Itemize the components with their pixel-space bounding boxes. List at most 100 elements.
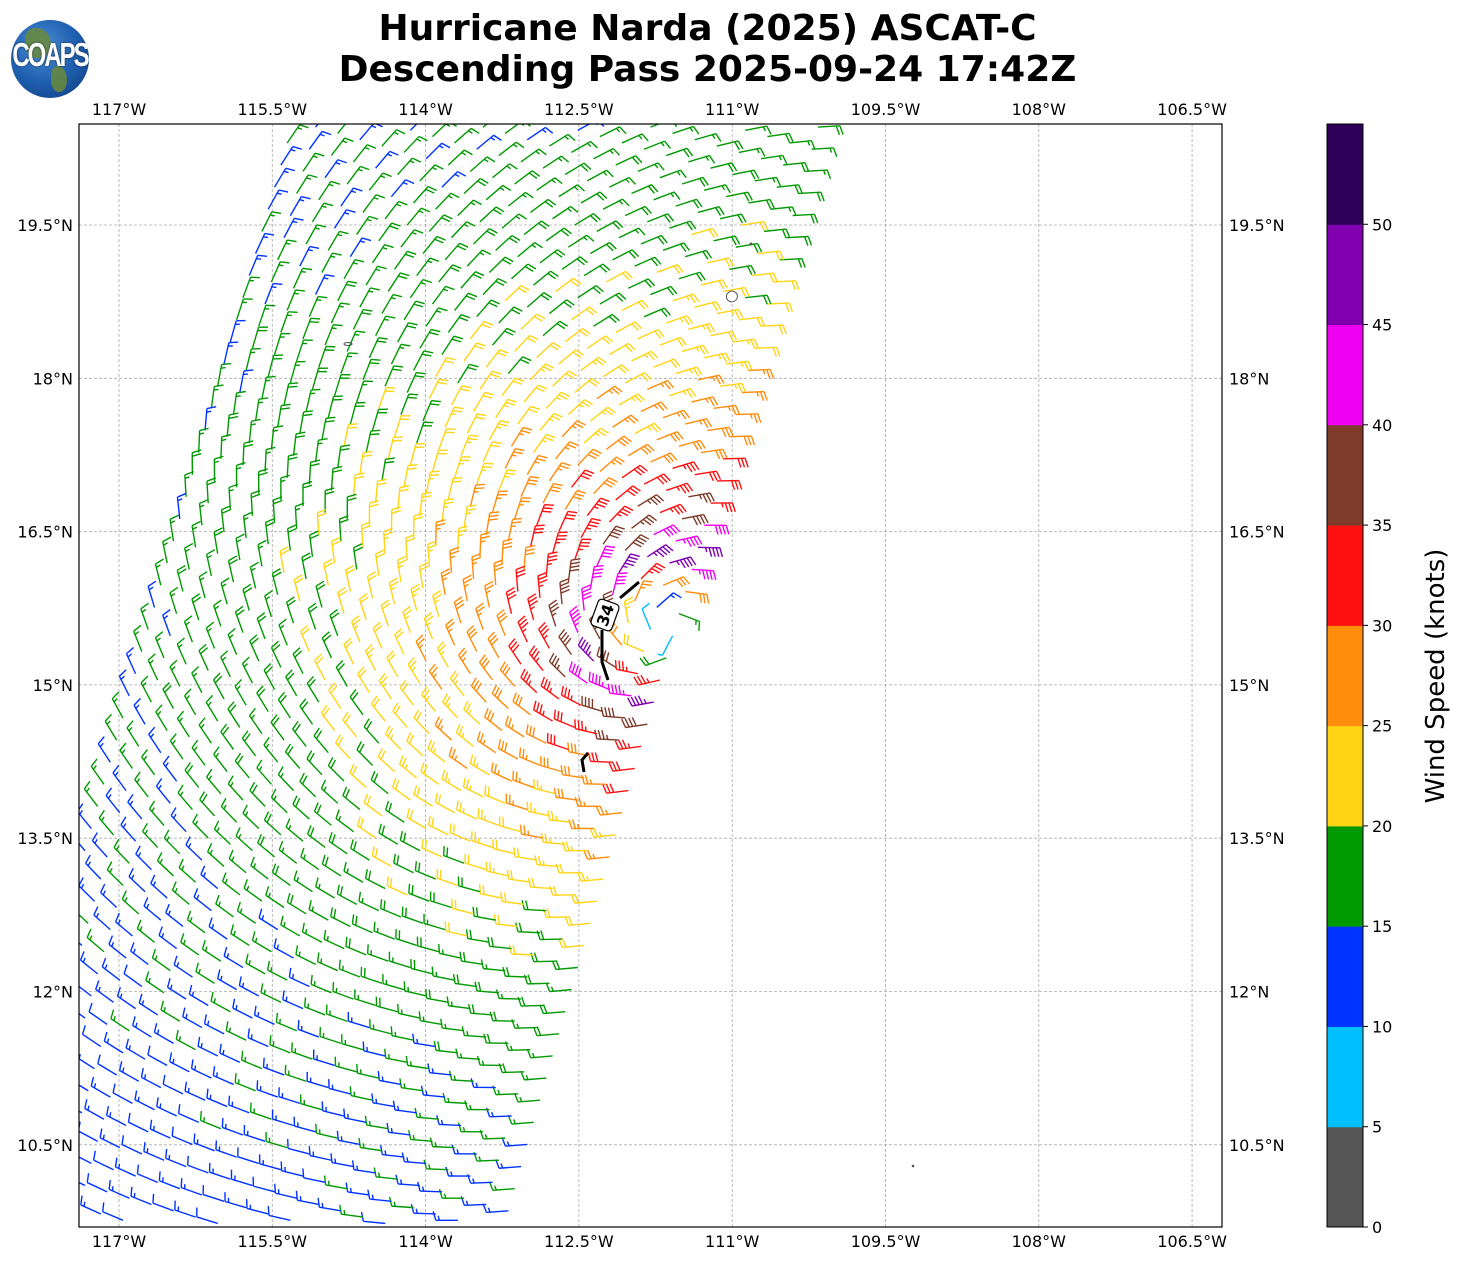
barb-feather (611, 531, 621, 536)
barb-feather (481, 657, 488, 666)
barb-staff (428, 378, 440, 400)
barb-feather (459, 951, 463, 962)
barb-half-feather (207, 1020, 210, 1026)
barb-staff (193, 1142, 215, 1152)
barb-feather (228, 1095, 231, 1106)
barb-staff (148, 808, 165, 826)
barb-staff (381, 129, 398, 147)
barb-feather (489, 634, 497, 643)
barb-staff (489, 945, 512, 950)
barb-feather (382, 172, 392, 178)
wind-barb (264, 517, 275, 545)
barb-feather (214, 675, 223, 684)
barb-feather (620, 437, 629, 445)
barb-feather (331, 536, 341, 542)
barb-feather (727, 163, 734, 173)
wind-barb (360, 1211, 386, 1225)
barb-feather (303, 410, 314, 413)
barb-feather (499, 661, 506, 671)
barb-staff (512, 700, 531, 716)
barb-staff (385, 733, 402, 751)
wind-barb (710, 162, 738, 173)
barb-feather (433, 593, 442, 600)
barb-staff (403, 300, 417, 321)
wind-barb (134, 1090, 155, 1111)
barb-staff (267, 969, 288, 981)
barb-staff (348, 1020, 370, 1029)
barb-feather (328, 832, 333, 842)
barb-half-feather (689, 368, 694, 374)
barb-staff (299, 781, 317, 798)
barb-staff (310, 983, 332, 994)
barb-feather (415, 711, 422, 721)
barb-feather (626, 634, 629, 645)
barb-staff (216, 364, 223, 387)
barb-staff (716, 140, 739, 147)
wind-barb (403, 463, 418, 488)
barb-feather (507, 398, 517, 403)
wind-barb (666, 315, 694, 325)
wind-barb (220, 433, 232, 459)
wind-barb (306, 1071, 329, 1089)
wind-barb (375, 315, 396, 336)
barb-staff (499, 669, 516, 687)
wind-barb (560, 685, 582, 706)
wind-barb (368, 499, 379, 526)
wind-barb (415, 634, 427, 662)
wind-barb (526, 1048, 553, 1059)
barb-feather (437, 718, 443, 728)
barb-feather (683, 149, 690, 158)
barb-staff (432, 595, 440, 618)
barb-staff (299, 411, 305, 434)
barb-staff (523, 384, 539, 403)
barb-half-feather (646, 499, 652, 505)
barb-half-feather (375, 268, 381, 272)
barb-feather (705, 493, 712, 503)
barb-feather (502, 664, 509, 673)
barb-staff (549, 819, 572, 823)
barb-staff (193, 896, 212, 912)
barb-half-feather (647, 426, 652, 431)
wind-barb (149, 1119, 171, 1139)
barb-feather (465, 929, 469, 939)
barb-staff (498, 306, 515, 324)
wind-barb (433, 1041, 458, 1054)
barb-feather (302, 555, 312, 562)
barb-feather (332, 465, 343, 470)
barb-staff (226, 1030, 247, 1041)
barb-staff (391, 1035, 414, 1041)
barb-staff (449, 550, 453, 573)
barb-half-feather (351, 190, 357, 194)
wind-barb (120, 816, 137, 842)
barb-feather (336, 884, 340, 895)
barb-half-feather (496, 426, 502, 429)
barb-half-feather (155, 564, 161, 569)
barb-half-feather (586, 142, 592, 148)
wind-barb (204, 405, 217, 431)
barb-staff (420, 1019, 443, 1026)
barb-half-feather (587, 651, 592, 656)
barb-half-feather (257, 1011, 260, 1017)
barb-feather (318, 437, 328, 441)
wind-barb (510, 263, 537, 280)
barb-staff (482, 124, 489, 128)
barb-feather (743, 192, 750, 202)
barb-staff (482, 278, 499, 296)
barb-feather (206, 477, 217, 482)
barb-staff (378, 680, 393, 700)
barb-staff (350, 1094, 373, 1101)
barb-feather (390, 1026, 393, 1036)
barb-staff (596, 220, 617, 233)
barb-staff (252, 939, 272, 953)
barb-feather (327, 757, 334, 766)
barb-feather (345, 937, 348, 947)
barb-feather (213, 746, 220, 755)
wind-barb (456, 800, 478, 820)
barb-half-feather (273, 429, 279, 432)
barb-feather (353, 187, 363, 192)
barb-staff (400, 393, 410, 415)
barb-half-feather (573, 186, 579, 191)
barb-feather (400, 343, 411, 347)
barb-feather (609, 783, 615, 793)
barb-staff (308, 462, 312, 485)
